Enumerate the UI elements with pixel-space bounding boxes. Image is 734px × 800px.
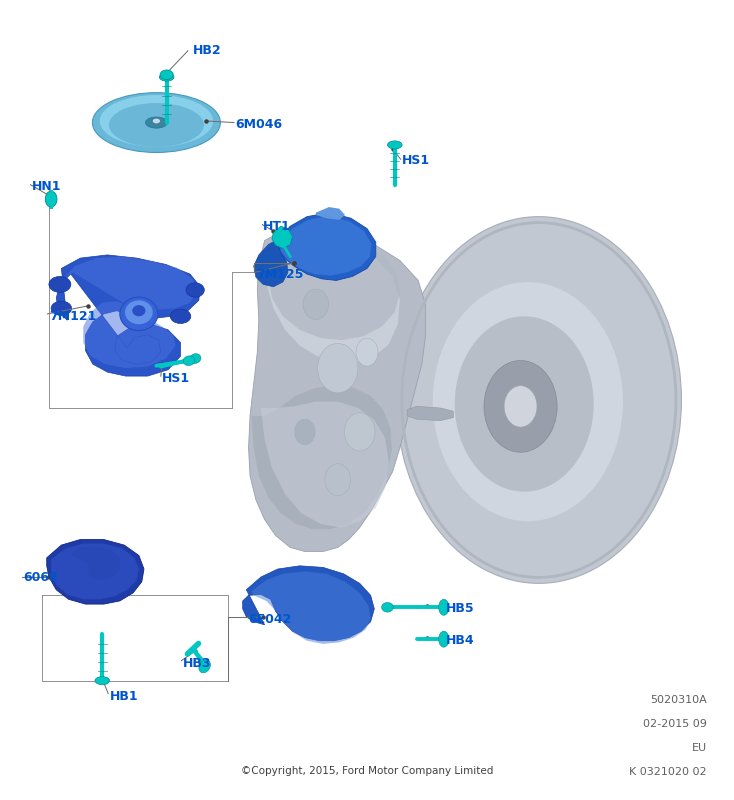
Ellipse shape [433, 282, 623, 521]
Text: 7M121: 7M121 [49, 310, 96, 322]
Text: ©Copyright, 2015, Ford Motor Company Limited: ©Copyright, 2015, Ford Motor Company Lim… [241, 766, 493, 776]
Polygon shape [269, 231, 400, 340]
Polygon shape [57, 255, 200, 376]
Ellipse shape [46, 191, 57, 207]
Ellipse shape [125, 300, 153, 324]
Ellipse shape [396, 217, 681, 583]
Ellipse shape [186, 283, 204, 297]
Ellipse shape [153, 118, 160, 123]
Polygon shape [51, 543, 139, 599]
Polygon shape [47, 539, 144, 604]
Ellipse shape [109, 103, 204, 147]
Ellipse shape [455, 316, 594, 492]
Text: 7M125: 7M125 [256, 267, 303, 281]
Text: HB2: HB2 [193, 44, 222, 58]
Ellipse shape [159, 73, 174, 81]
Text: HB3: HB3 [183, 657, 211, 670]
Ellipse shape [132, 305, 145, 316]
Text: HB5: HB5 [446, 602, 475, 615]
Polygon shape [280, 216, 371, 276]
Text: HS1: HS1 [162, 372, 190, 385]
Ellipse shape [439, 631, 449, 647]
Ellipse shape [49, 277, 71, 292]
Ellipse shape [484, 361, 557, 452]
Ellipse shape [294, 419, 315, 445]
Polygon shape [252, 571, 371, 644]
Text: 6E042: 6E042 [249, 613, 292, 626]
Ellipse shape [170, 309, 191, 323]
Polygon shape [71, 546, 120, 580]
Ellipse shape [303, 289, 329, 319]
Text: HB1: HB1 [109, 690, 138, 703]
Polygon shape [272, 226, 292, 249]
Polygon shape [252, 386, 392, 529]
Polygon shape [62, 257, 197, 368]
Text: K 0321020 02: K 0321020 02 [629, 766, 707, 777]
Ellipse shape [95, 677, 109, 685]
Text: 5020310A: 5020310A [650, 695, 707, 705]
Polygon shape [316, 207, 345, 220]
Polygon shape [265, 233, 400, 362]
Text: EU: EU [692, 743, 707, 753]
Text: 6068: 6068 [23, 571, 58, 584]
Ellipse shape [120, 297, 158, 330]
Text: 02-2015 09: 02-2015 09 [643, 719, 707, 729]
Ellipse shape [325, 464, 351, 496]
Ellipse shape [145, 117, 167, 128]
Text: HS1: HS1 [402, 154, 430, 167]
Ellipse shape [439, 599, 449, 615]
Ellipse shape [504, 386, 537, 427]
Ellipse shape [189, 354, 201, 363]
Text: 6M046: 6M046 [236, 118, 283, 131]
Ellipse shape [388, 141, 402, 149]
Polygon shape [277, 213, 376, 281]
Ellipse shape [199, 660, 211, 673]
Polygon shape [249, 225, 426, 551]
Polygon shape [407, 406, 454, 421]
Ellipse shape [382, 602, 393, 612]
Ellipse shape [356, 338, 378, 366]
Text: HT1: HT1 [264, 220, 291, 233]
Ellipse shape [184, 356, 195, 366]
Polygon shape [254, 241, 288, 286]
Ellipse shape [51, 301, 72, 315]
Ellipse shape [318, 343, 358, 393]
Text: HB4: HB4 [446, 634, 475, 647]
Text: HN1: HN1 [32, 180, 62, 193]
Polygon shape [261, 402, 389, 527]
Ellipse shape [160, 70, 173, 79]
Polygon shape [243, 566, 374, 641]
Ellipse shape [344, 413, 375, 451]
Ellipse shape [92, 93, 220, 153]
Ellipse shape [100, 95, 213, 147]
